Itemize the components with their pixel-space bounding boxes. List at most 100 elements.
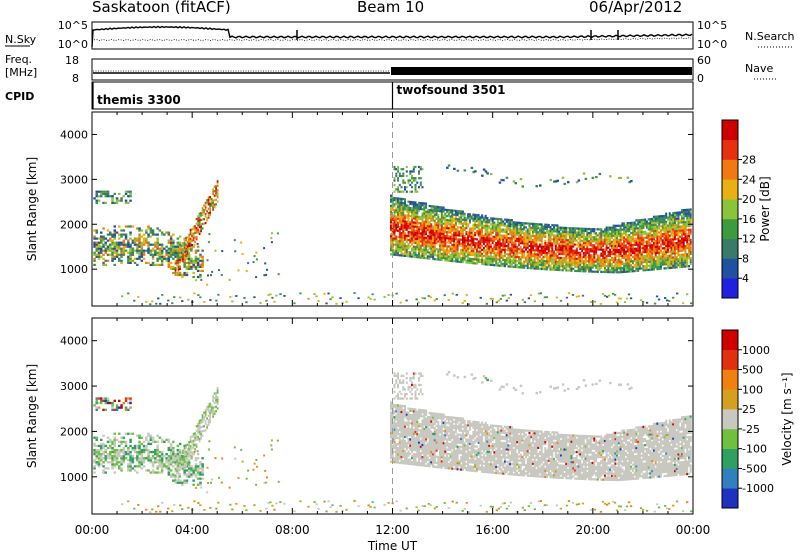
heatmap-cell	[637, 235, 640, 238]
heatmap-cell	[577, 267, 580, 271]
heatmap-cell	[654, 245, 657, 249]
heatmap-cell	[421, 232, 424, 235]
heatmap-cell	[677, 237, 680, 240]
heatmap-cell	[652, 235, 655, 239]
heatmap-cell	[187, 267, 191, 270]
heatmap-cell	[404, 218, 406, 221]
heatmap-cell	[540, 265, 543, 268]
heatmap-cell	[412, 205, 415, 208]
heatmap-cell	[409, 206, 412, 209]
heatmap-cell	[486, 217, 489, 220]
heatmap-cell	[425, 253, 428, 256]
heatmap-cell	[667, 242, 669, 245]
heatmap-cell	[537, 223, 540, 226]
heatmap-cell	[519, 232, 522, 235]
heatmap-cell	[525, 264, 527, 267]
heatmap-cell	[484, 216, 487, 219]
heatmap-cell	[605, 234, 608, 237]
heatmap-cell	[623, 238, 626, 241]
heatmap-cell	[409, 241, 412, 244]
heatmap-cell	[495, 252, 498, 255]
heatmap-cell	[570, 257, 573, 260]
heatmap-cell	[658, 241, 661, 244]
heatmap-cell	[467, 247, 470, 250]
heatmap-cell	[509, 261, 512, 264]
heatmap-cell	[600, 244, 603, 247]
heatmap-cell	[553, 236, 555, 239]
heatmap-cell	[470, 261, 473, 265]
heatmap-cell	[689, 256, 692, 260]
heatmap-cell	[461, 234, 464, 237]
heatmap-cell	[635, 269, 638, 272]
heatmap-cell	[677, 239, 680, 242]
heatmap-cell	[547, 223, 550, 227]
heatmap-cell	[95, 255, 98, 258]
heatmap-cell	[525, 246, 527, 249]
heatmap-cell	[663, 261, 666, 264]
heatmap-cell	[505, 176, 509, 179]
heatmap-cell	[498, 236, 501, 239]
heatmap-cell	[605, 258, 608, 261]
heatmap-cell	[102, 239, 105, 242]
heatmap-cell	[460, 248, 463, 251]
heatmap-cell	[674, 244, 676, 247]
heatmap-cell	[442, 218, 445, 221]
heatmap-cell	[97, 461, 101, 464]
heatmap-cell	[626, 240, 629, 243]
heatmap-cell	[642, 257, 645, 260]
heatmap-cell	[456, 238, 459, 241]
heatmap-cell	[419, 238, 422, 241]
heatmap-cell	[391, 198, 394, 201]
heatmap-cell	[549, 264, 552, 267]
heatmap-cell	[453, 219, 456, 222]
heatmap-cell	[479, 240, 482, 243]
heatmap-cell	[577, 179, 581, 182]
heatmap-cell	[100, 249, 103, 252]
heatmap-cell	[397, 203, 399, 206]
heatmap-cell	[533, 249, 536, 252]
heatmap-cell	[668, 246, 671, 249]
heatmap-cell	[667, 248, 669, 251]
heatmap-cell	[400, 232, 403, 235]
heatmap-cell	[468, 251, 471, 254]
heatmap-cell	[444, 228, 447, 232]
heatmap-cell	[556, 179, 559, 182]
heatmap-cell	[414, 233, 417, 236]
heatmap-cell	[203, 211, 205, 214]
heatmap-cell	[647, 260, 650, 263]
heatmap-cell	[651, 234, 654, 237]
heatmap-cell	[656, 241, 659, 244]
heatmap-cell	[486, 261, 489, 264]
heatmap-cell	[167, 257, 171, 260]
heatmap-cell	[124, 233, 128, 236]
heatmap-cell	[651, 266, 654, 269]
heatmap-cell	[509, 221, 512, 224]
heatmap-cell	[165, 253, 168, 256]
heatmap-cell	[178, 235, 182, 238]
heatmap-cell	[400, 186, 403, 189]
heatmap-cell	[109, 440, 112, 443]
heatmap-cell	[104, 467, 107, 470]
heatmap-cell	[684, 259, 687, 262]
heatmap-cell	[686, 261, 689, 264]
heatmap-cell	[213, 199, 216, 202]
heatmap-cell	[616, 228, 619, 231]
heatmap-cell	[528, 240, 531, 243]
heatmap-cell	[109, 453, 112, 456]
heatmap-cell	[684, 221, 687, 224]
heatmap-cell	[147, 247, 150, 250]
heatmap-cell	[176, 247, 180, 250]
heatmap-cell	[582, 266, 585, 269]
heatmap-cell	[498, 234, 501, 237]
heatmap-cell	[421, 218, 424, 221]
heatmap-cell	[510, 241, 513, 244]
heatmap-cell	[603, 248, 606, 251]
heatmap-cell	[510, 235, 513, 238]
heatmap-cell	[672, 296, 675, 299]
heatmap-cell	[440, 238, 443, 241]
heatmap-cell	[458, 256, 461, 259]
heatmap-cell	[574, 235, 577, 238]
heatmap-cell	[414, 179, 417, 182]
heatmap-cell	[645, 242, 648, 245]
heatmap-cell	[421, 202, 424, 205]
